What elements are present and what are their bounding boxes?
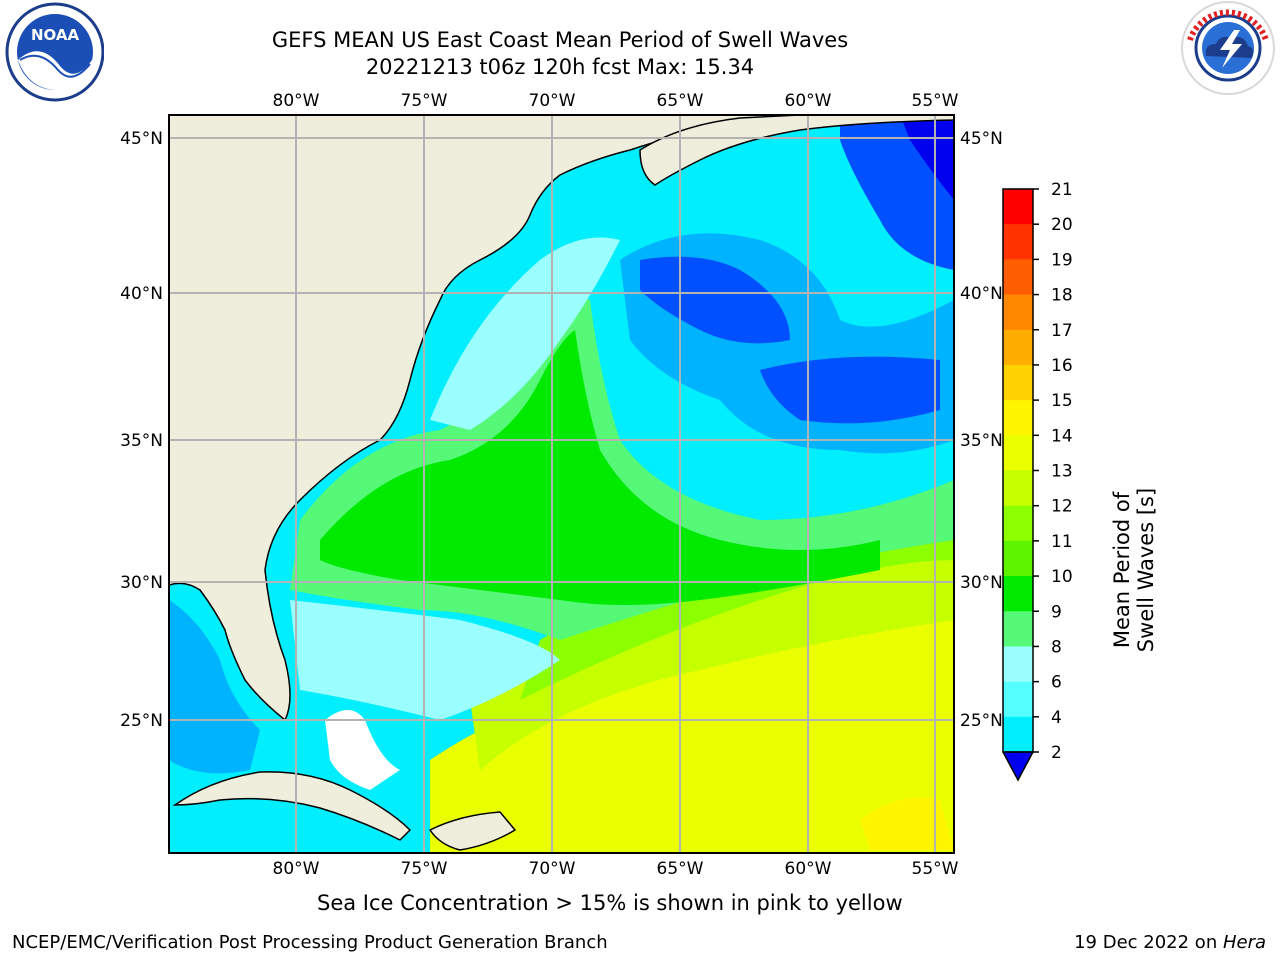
- colorbar-segment: [1003, 576, 1033, 612]
- lat-label-right-4: 30°N: [960, 573, 1003, 593]
- colorbar-tick-label: 14: [1051, 426, 1073, 446]
- lon-label-bottom-3: 70°W: [529, 859, 576, 879]
- colorbar-tick-label: 6: [1051, 673, 1062, 693]
- colorbar-tick-label: 19: [1051, 250, 1073, 270]
- lon-label-top-1: 80°W: [273, 91, 320, 111]
- lat-label-left-4: 30°N: [120, 573, 163, 593]
- colorbar-tick-label: 4: [1051, 708, 1062, 728]
- swell-period-10-11-area: [320, 330, 880, 605]
- lat-label-right-3: 35°N: [960, 431, 1003, 451]
- title-line-2: 20221213 t06z 120h fcst Max: 15.34: [365, 55, 755, 79]
- colorbar-segment: [1003, 259, 1033, 296]
- colorbar-tick-label: 18: [1051, 286, 1073, 306]
- lon-label-top-5: 60°W: [785, 91, 832, 111]
- gulf-of-mexico-area: [169, 600, 260, 774]
- colorbar-tick-label: 12: [1051, 497, 1073, 517]
- colorbar-tick-label: 11: [1051, 532, 1073, 552]
- colorbar-tick-label: 9: [1051, 602, 1062, 622]
- nova-scotia-land: [639, 115, 954, 186]
- swell-period-2-4-area-east: [760, 356, 940, 424]
- colorbar-segment: [1003, 646, 1033, 683]
- lat-label-left-5: 25°N: [120, 711, 163, 731]
- map-frame: [168, 114, 955, 854]
- swell-period-2-4-area-west: [640, 256, 790, 344]
- colorbar-segment: [1003, 189, 1033, 225]
- swell-period-14-15-area: [860, 797, 954, 850]
- map-gridlines: [169, 115, 954, 853]
- colorbar: [1001, 188, 1035, 782]
- lat-label-right-5: 25°N: [960, 711, 1003, 731]
- lon-label-top-4: 65°W: [657, 91, 704, 111]
- lon-label-bottom-4: 65°W: [657, 859, 704, 879]
- colorbar-title: Mean Period of Swell Waves [s]: [1110, 487, 1158, 653]
- colorbar-segment: [1003, 400, 1033, 436]
- lon-label-top-2: 75°W: [401, 91, 448, 111]
- lon-label-top-6: 55°W: [912, 91, 959, 111]
- colorbar-segment: [1003, 611, 1033, 647]
- colorbar-tick-label: 13: [1051, 462, 1073, 482]
- colorbar-tick-label: 21: [1051, 180, 1073, 200]
- footer-date-text: 19 Dec 2022 on: [1074, 932, 1223, 953]
- colorbar-tick-label: 2: [1051, 743, 1062, 763]
- lon-label-top-3: 70°W: [529, 91, 576, 111]
- colorbar-segment: [1003, 540, 1033, 577]
- national-weather-service-logo-icon: [1181, 1, 1275, 95]
- colorbar-tick-label: 17: [1051, 321, 1073, 341]
- lon-label-bottom-5: 60°W: [785, 859, 832, 879]
- lon-label-bottom-1: 80°W: [273, 859, 320, 879]
- colorbar-tick-label: 16: [1051, 356, 1073, 376]
- colorbar-segment: [1003, 329, 1033, 366]
- title-line-1: GEFS MEAN US East Coast Mean Period of S…: [271, 28, 849, 52]
- sea-ice-note: Sea Ice Concentration > 15% is shown in …: [317, 891, 903, 915]
- hispaniola-land: [428, 811, 517, 851]
- lon-label-bottom-2: 75°W: [401, 859, 448, 879]
- footer-host: Hera: [1222, 932, 1266, 953]
- colorbar-segment: [1003, 716, 1033, 753]
- colorbar-segment: [1003, 294, 1033, 331]
- swell-period-13-14-area: [430, 600, 954, 853]
- lat-label-left-2: 40°N: [120, 284, 163, 304]
- lat-label-left-1: 45°N: [120, 129, 163, 149]
- colorbar-tick-label: 8: [1051, 637, 1062, 657]
- colorbar-ticks: 21 20 19 18 17 16 15 14 13 12 11 10 9 8 6 4 2: [1033, 180, 1073, 763]
- noaa-logo-text: NOAA: [31, 26, 80, 44]
- colorbar-tick-label: 20: [1051, 215, 1073, 235]
- bahamas-shallow-area: [325, 710, 400, 790]
- colorbar-segment: [1003, 364, 1033, 401]
- swell-period-12-13-area: [470, 560, 954, 770]
- coastal-pale-band: [430, 237, 620, 430]
- footer-credit: NCEP/EMC/Verification Post Processing Pr…: [12, 932, 608, 953]
- noaa-logo-icon: NOAA: [5, 2, 104, 102]
- colorbar-segment: [1003, 505, 1033, 542]
- cuba-land: [172, 771, 412, 841]
- colorbar-segment: [1003, 224, 1033, 260]
- footer-date: 19 Dec 2022 on Hera: [1074, 932, 1266, 953]
- colorbar-tick-label: 10: [1051, 567, 1073, 587]
- lat-label-right-1: 45°N: [960, 129, 1003, 149]
- colorbar-tick-label: 15: [1051, 391, 1073, 411]
- swell-period-below-2-area: [900, 115, 954, 200]
- colorbar-extend-triangle: [1001, 751, 1035, 782]
- lon-label-bottom-6: 55°W: [912, 859, 959, 879]
- lat-label-left-3: 35°N: [120, 431, 163, 451]
- colorbar-segment: [1003, 681, 1033, 718]
- colorbar-segment: [1003, 470, 1033, 507]
- lat-label-right-2: 40°N: [960, 284, 1003, 304]
- map-plot-area: [169, 115, 954, 853]
- colorbar-segment: [1003, 435, 1033, 471]
